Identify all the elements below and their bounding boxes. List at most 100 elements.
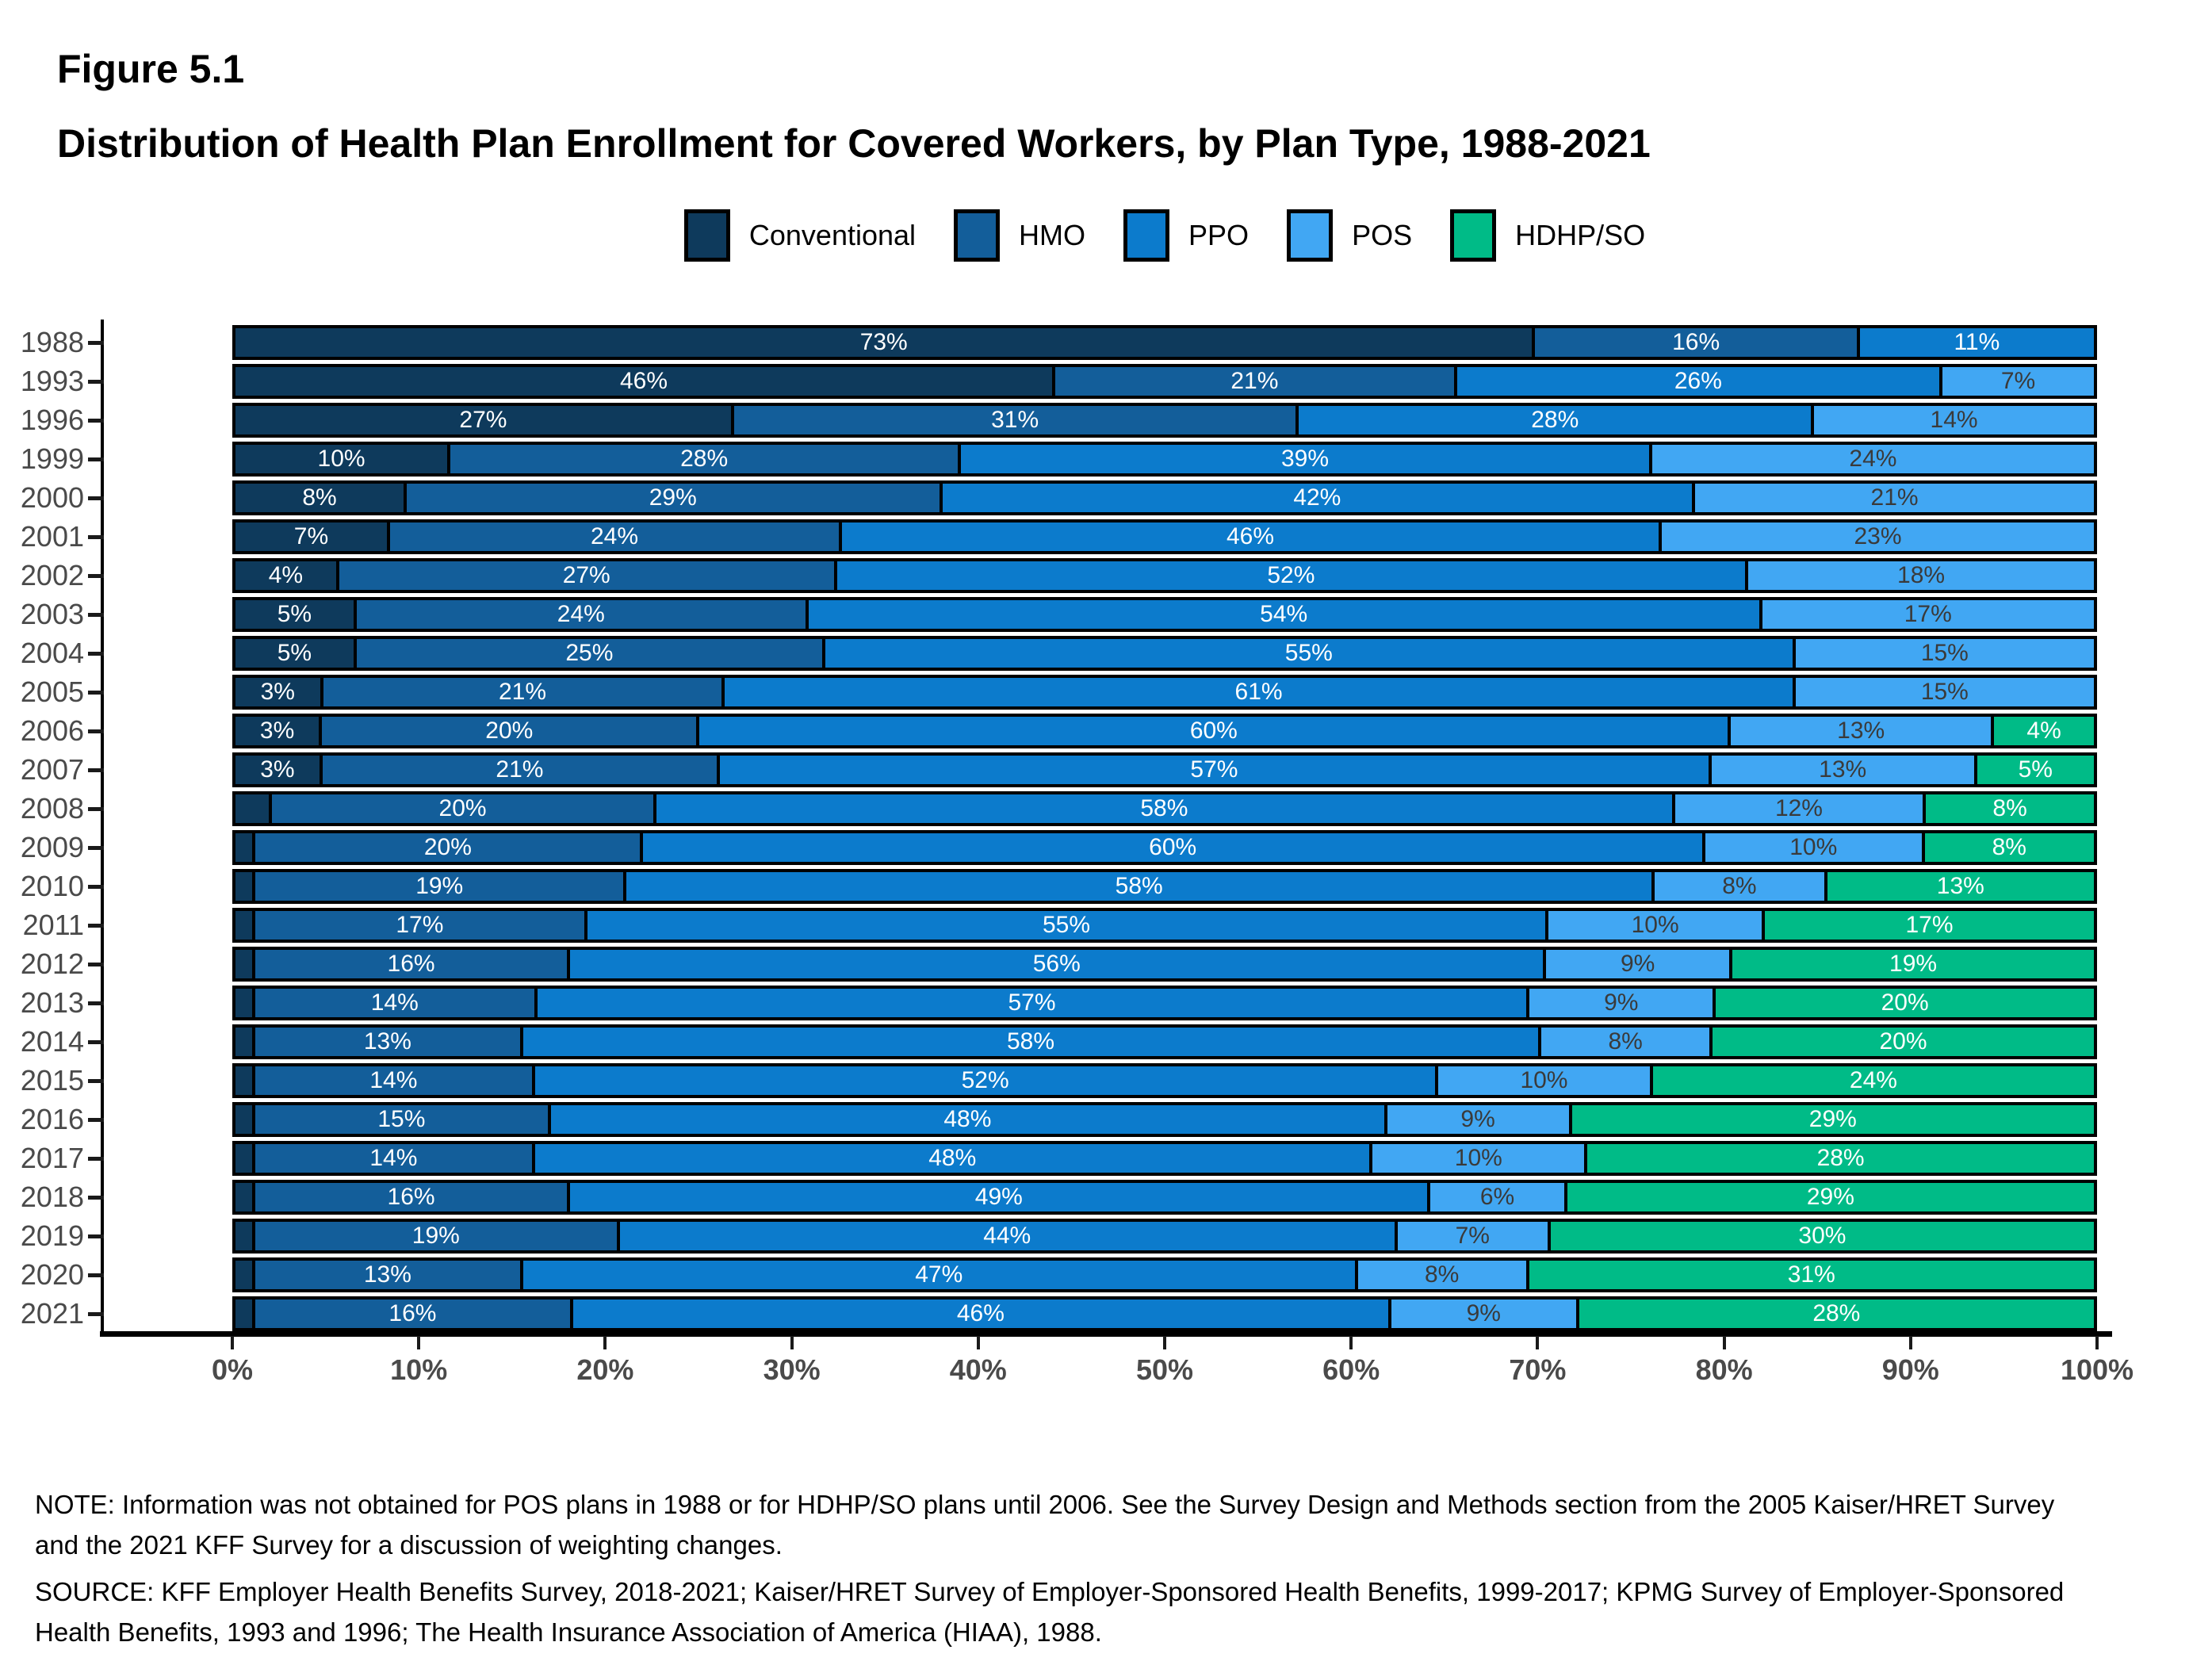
bar-segment-conventional: 3% [232,752,323,787]
bar-segment-hmo: 21% [319,752,721,787]
y-axis-label: 2015 [20,1064,84,1097]
bar-segment-pos: 15% [1792,675,2097,710]
x-axis-tick [603,1336,607,1349]
bar-segment-conventional: 27% [232,403,734,438]
y-axis-tick [88,1001,104,1005]
bar-row-2010: 19% 58% 8% 13% [232,869,2097,904]
x-axis-tick [790,1336,794,1349]
bar-segment-hmo: 29% [404,480,943,515]
y-axis-label: 2011 [22,909,84,941]
bar-segment-hmo: 24% [353,597,809,632]
bar-segment-conventional [232,791,273,826]
y-axis-tick [88,885,104,889]
bar-segment-hdhp-so: 28% [1584,1141,2098,1176]
bar-row-2004: 5% 25% 55% 15% [232,636,2097,671]
bar-segment-hmo: 19% [252,869,627,904]
bar-segment-ppo: 55% [821,636,1796,671]
bar-segment-ppo: 46% [569,1296,1391,1331]
bar-segment-hmo: 13% [252,1257,523,1292]
x-axis-label: 50% [1135,1353,1194,1386]
bar-segment-pos: 10% [1701,830,1925,865]
bar-segment-pos: 10% [1369,1141,1588,1176]
legend-label: HDHP/SO [1515,219,1646,251]
bar-row-2011: 17% 55% 10% 17% [232,908,2097,943]
bar-segment-hmo: 21% [1051,364,1457,399]
bar-segment-hmo: 16% [252,1296,573,1331]
y-axis-tick [88,457,104,461]
figure-title: Distribution of Health Plan Enrollment f… [57,121,1651,166]
bar-segment-pos: 6% [1427,1180,1567,1215]
bar-segment-ppo: 58% [623,869,1655,904]
bar-segment-conventional [232,1180,255,1215]
x-axis-tick [417,1336,421,1349]
bar-segment-pos: 13% [1728,714,1995,748]
bar-segment-ppo: 39% [958,442,1652,477]
bar-row-2013: 14% 57% 9% 20% [232,986,2098,1020]
bar-segment-conventional: 73% [232,325,1536,360]
bar-segment-conventional [232,986,255,1020]
legend-label: POS [1352,219,1413,251]
bar-segment-hmo: 20% [252,830,644,865]
bar-segment-ppo: 57% [717,752,1712,787]
figure-number: Figure 5.1 [57,47,245,91]
bar-segment-hmo: 16% [1532,325,1860,360]
x-axis-label: 0% [211,1353,254,1386]
legend-item-conventional: Conventional [683,209,916,262]
bar-segment-hdhp-so: 17% [1762,908,2097,943]
bar-segment-conventional: 5% [232,636,357,671]
y-axis-tick [88,380,104,384]
bar-segment-conventional: 3% [232,714,323,748]
bar-segment-pos: 9% [1526,986,1716,1020]
bar-segment-hmo: 20% [269,791,657,826]
x-axis-tick [1163,1336,1166,1349]
bar-segment-hdhp-so: 8% [1923,791,2097,826]
bar-row-2003: 5% 24% 54% 17% [232,597,2097,632]
bar-segment-hdhp-so: 24% [1649,1063,2097,1098]
bar-segment-hmo: 28% [447,442,962,477]
bar-segment-hmo: 24% [386,519,843,554]
y-axis-tick [88,729,104,733]
bar-segment-hmo: 21% [320,675,725,710]
y-axis-tick [88,1273,104,1277]
note-text: NOTE: Information was not obtained for P… [35,1490,2055,1560]
y-axis-label: 2008 [20,792,84,825]
bar-segment-ppo: 42% [939,480,1696,515]
bar-segment-conventional: 7% [232,519,390,554]
bar-segment-hmo: 17% [251,908,587,943]
bar-segment-hmo: 16% [251,947,571,982]
y-axis-label: 2020 [20,1258,84,1291]
y-axis-tick [88,1312,104,1316]
y-axis-tick [88,1196,104,1200]
y-axis-tick [88,341,104,345]
y-axis-label: 2005 [20,676,84,708]
bar-row-2014: 13% 58% 8% 20% [232,1024,2097,1059]
x-axis-tick [1722,1336,1726,1349]
bar-segment-pos: 8% [1651,869,1827,904]
bar-segment-pos: 17% [1759,597,2097,632]
y-axis-label: 2018 [20,1181,84,1213]
bar-segment-ppo: 47% [519,1257,1358,1292]
bar-segment-hmo: 14% [251,1141,536,1176]
x-axis-label: 20% [576,1353,634,1386]
bar-segment-conventional: 8% [232,480,408,515]
bar-row-1993: 46% 21% 26% 7% [232,364,2097,399]
bar-segment-hmo: 16% [251,1180,571,1215]
bar-segment-pos: 8% [1538,1024,1713,1059]
y-axis-label: 1988 [20,326,84,358]
bar-segment-ppo: 58% [653,791,1675,826]
bar-segment-hdhp-so: 20% [1709,1024,2097,1059]
bar-segment-hmo: 14% [251,1063,536,1098]
y-axis-label: 2006 [20,714,84,747]
y-axis-label: 2003 [20,598,84,630]
y-axis-tick [88,846,104,850]
bar-segment-conventional: 5% [232,597,357,632]
y-axis-label: 2016 [20,1103,84,1135]
bar-row-2015: 14% 52% 10% 24% [232,1063,2097,1098]
y-axis-label: 2012 [20,947,84,980]
bar-segment-pos: 7% [1394,1219,1551,1254]
bar-segment-hdhp-so: 28% [1575,1296,2097,1331]
bar-segment-hmo: 31% [730,403,1299,438]
bar-row-2002: 4% 27% 52% 18% [232,558,2097,593]
bar-row-2020: 13% 47% 8% 31% [232,1257,2097,1292]
legend-item-pos: POS [1287,209,1412,262]
